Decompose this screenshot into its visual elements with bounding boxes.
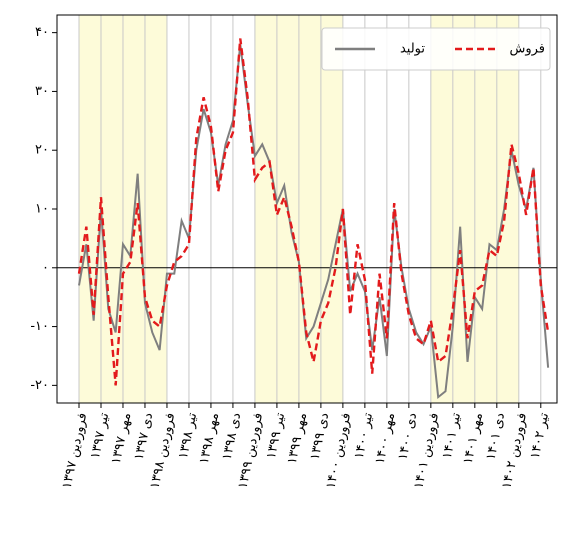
x-tick-label: تیر ۱۳۹۹	[264, 411, 288, 460]
x-tick-label: تیر ۱۴۰۱	[440, 411, 464, 460]
x-tick-label: دی ۱۴۰۰	[396, 411, 421, 461]
x-tick-label: دی ۱۳۹۷	[132, 411, 157, 461]
x-tick-label: مهر ۱۳۹۸	[197, 411, 223, 465]
x-tick-label: تیر ۱۴۰۰	[352, 411, 376, 460]
x-tick-label: مهر ۱۴۰۱	[461, 411, 487, 465]
y-tick-label: -۱۰	[30, 319, 49, 334]
x-tick-label: تیر ۱۳۹۸	[176, 411, 200, 460]
x-tick-label: دی ۱۳۹۹	[308, 411, 333, 461]
series-line	[78, 44, 550, 400]
x-tick-label: تیر ۱۳۹۷	[88, 411, 112, 460]
y-tick-label: ۰	[42, 260, 49, 275]
y-tick-label: ۴۰	[35, 25, 49, 40]
y-tick-label: ۲۰	[35, 143, 49, 158]
x-tick-label: تیر ۱۴۰۲	[528, 411, 552, 460]
x-tick-label: دی ۱۳۹۸	[220, 411, 245, 461]
legend-label: تولید	[400, 42, 425, 57]
x-tick-label: فروردین ۱۳۹۷	[60, 411, 91, 490]
x-tick-label: دی ۱۴۰۱	[483, 411, 508, 461]
plot-frame	[56, 14, 558, 404]
x-tick-label: مهر ۱۳۹۷	[109, 411, 135, 465]
y-tick-label: -۲۰	[30, 378, 49, 393]
series-line	[77, 38, 550, 386]
legend-box	[321, 27, 551, 71]
x-tick-label: مهر ۱۳۹۹	[285, 411, 311, 465]
y-tick-label: ۱۰	[35, 202, 49, 217]
legend-label: فروش	[509, 42, 545, 57]
y-tick-label: ۳۰	[35, 84, 49, 99]
x-tick-label: مهر ۱۴۰۰	[373, 411, 399, 465]
